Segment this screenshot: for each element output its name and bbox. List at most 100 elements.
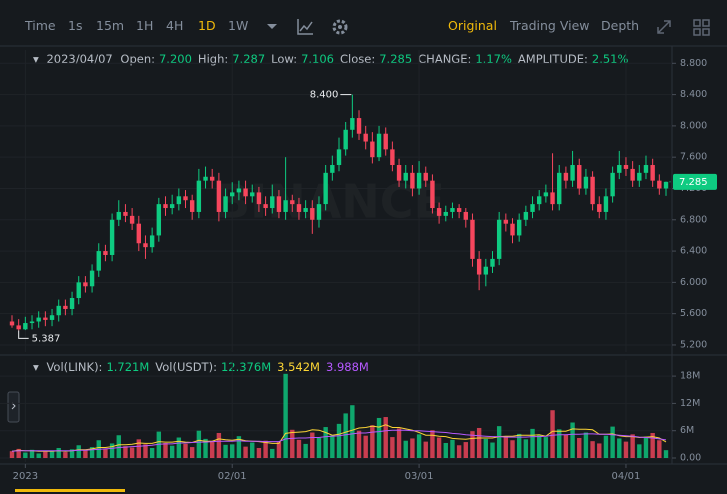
candle-body <box>129 215 135 224</box>
volume-bar <box>116 435 121 458</box>
y-tick-label: 8.000 <box>680 120 707 131</box>
caret[interactable]: ▾ <box>33 360 39 374</box>
volume-bar <box>283 373 288 458</box>
view-tab[interactable]: Depth <box>601 18 640 33</box>
volume-bar <box>303 443 308 458</box>
caret[interactable]: ▾ <box>33 52 39 66</box>
volume-bar <box>456 445 462 458</box>
interval-tab[interactable]: 15m <box>96 18 125 33</box>
candle-body <box>9 321 15 326</box>
volume-bar <box>83 450 88 458</box>
candle-body <box>196 180 202 212</box>
volume-bar <box>597 443 602 458</box>
volume-bar <box>223 444 228 458</box>
interval-tab[interactable]: 4H <box>166 18 184 33</box>
volume-bar <box>523 439 529 458</box>
candle-body <box>29 321 35 324</box>
candle-body <box>383 133 388 150</box>
interval-tab[interactable]: 1s <box>68 18 83 33</box>
volume-bar <box>396 428 402 458</box>
volume-bar <box>210 441 215 458</box>
view-tab[interactable]: Trading View <box>510 18 590 33</box>
candle-body <box>263 204 268 209</box>
expand-icon[interactable] <box>657 20 671 34</box>
volume-bar <box>109 443 115 458</box>
candle-body <box>530 204 535 212</box>
volume-bar <box>156 431 162 458</box>
header-label: High: <box>197 52 229 66</box>
legend-value: 3.988M <box>325 360 369 374</box>
header-label: Close: <box>340 52 376 66</box>
volume-bar <box>483 438 489 458</box>
volume-bar <box>510 440 515 458</box>
x-tick-label: 03/01 <box>405 471 434 482</box>
candle-body <box>323 172 328 205</box>
candle-body <box>570 165 575 181</box>
ohlc-header: ▾ 2023/04/07 Open: 7.200 High: 7.287 Low: 7.1… <box>33 52 634 66</box>
legend-label: Vol(LINK): <box>46 360 103 374</box>
volume-bar <box>276 442 282 458</box>
candle-body <box>96 251 101 271</box>
settings-icon[interactable] <box>332 19 348 35</box>
x-tick-label: 02/01 <box>218 471 247 482</box>
volume-bar <box>323 427 328 458</box>
volume-bar <box>610 426 615 458</box>
low-marker <box>18 330 29 339</box>
y-tick-label: 8.800 <box>680 58 707 69</box>
interval-tab[interactable]: 1W <box>228 18 249 33</box>
y-tick-label: 6M <box>680 425 694 436</box>
volume-bar <box>310 432 315 458</box>
candle-body <box>243 188 248 197</box>
candle-body <box>176 196 182 205</box>
candle-body <box>476 258 482 275</box>
interval-tab[interactable]: Time <box>25 18 56 33</box>
y-tick-label: 5.200 <box>680 339 707 350</box>
volume-bar <box>23 452 28 458</box>
header-label: Low: <box>271 52 298 66</box>
candle-body <box>403 172 408 181</box>
candle-body <box>577 165 582 189</box>
candle-body <box>16 325 21 330</box>
high-label: 8.400 <box>310 90 339 101</box>
volume-bar <box>416 434 422 458</box>
candle-body <box>450 208 455 212</box>
header-label: CHANGE: <box>418 52 472 66</box>
candle-body <box>537 196 542 205</box>
view-tab[interactable]: Original <box>448 18 497 33</box>
volume-bar <box>336 423 342 458</box>
candle-body <box>136 223 141 244</box>
volume-bar <box>330 435 335 458</box>
volume-bar <box>189 447 195 458</box>
candle-body <box>583 176 589 189</box>
x-tick-label: 04/01 <box>612 471 641 482</box>
interval-tab[interactable]: 1H <box>136 18 154 33</box>
candle-body <box>637 172 642 181</box>
candle-body <box>663 181 669 189</box>
layout-icon[interactable] <box>693 19 710 36</box>
volume-bar <box>557 429 562 458</box>
interval-tab[interactable]: 1D <box>198 18 216 33</box>
grid <box>0 50 672 462</box>
volume-bar <box>89 447 95 458</box>
candle-body <box>63 305 68 309</box>
volume-bar <box>143 444 148 458</box>
volume-bar <box>270 448 275 458</box>
volume-bar <box>316 437 322 458</box>
candle-body <box>236 188 242 193</box>
candle-body <box>643 165 649 173</box>
candle-body <box>216 180 222 212</box>
volume-bar <box>490 442 495 458</box>
candle-body <box>370 141 375 158</box>
volume-bar <box>376 417 382 458</box>
header-value: 1.17% <box>475 52 512 66</box>
indicator-icon[interactable] <box>297 19 313 35</box>
candle-body <box>89 270 95 287</box>
volume-bar <box>176 437 182 458</box>
volume-bar <box>663 450 669 458</box>
candle-body <box>436 208 442 216</box>
dropdown-icon[interactable] <box>267 24 277 29</box>
volume-bar <box>643 436 649 458</box>
volume-bar <box>16 448 21 458</box>
legend-value: 3.542M <box>277 360 320 374</box>
